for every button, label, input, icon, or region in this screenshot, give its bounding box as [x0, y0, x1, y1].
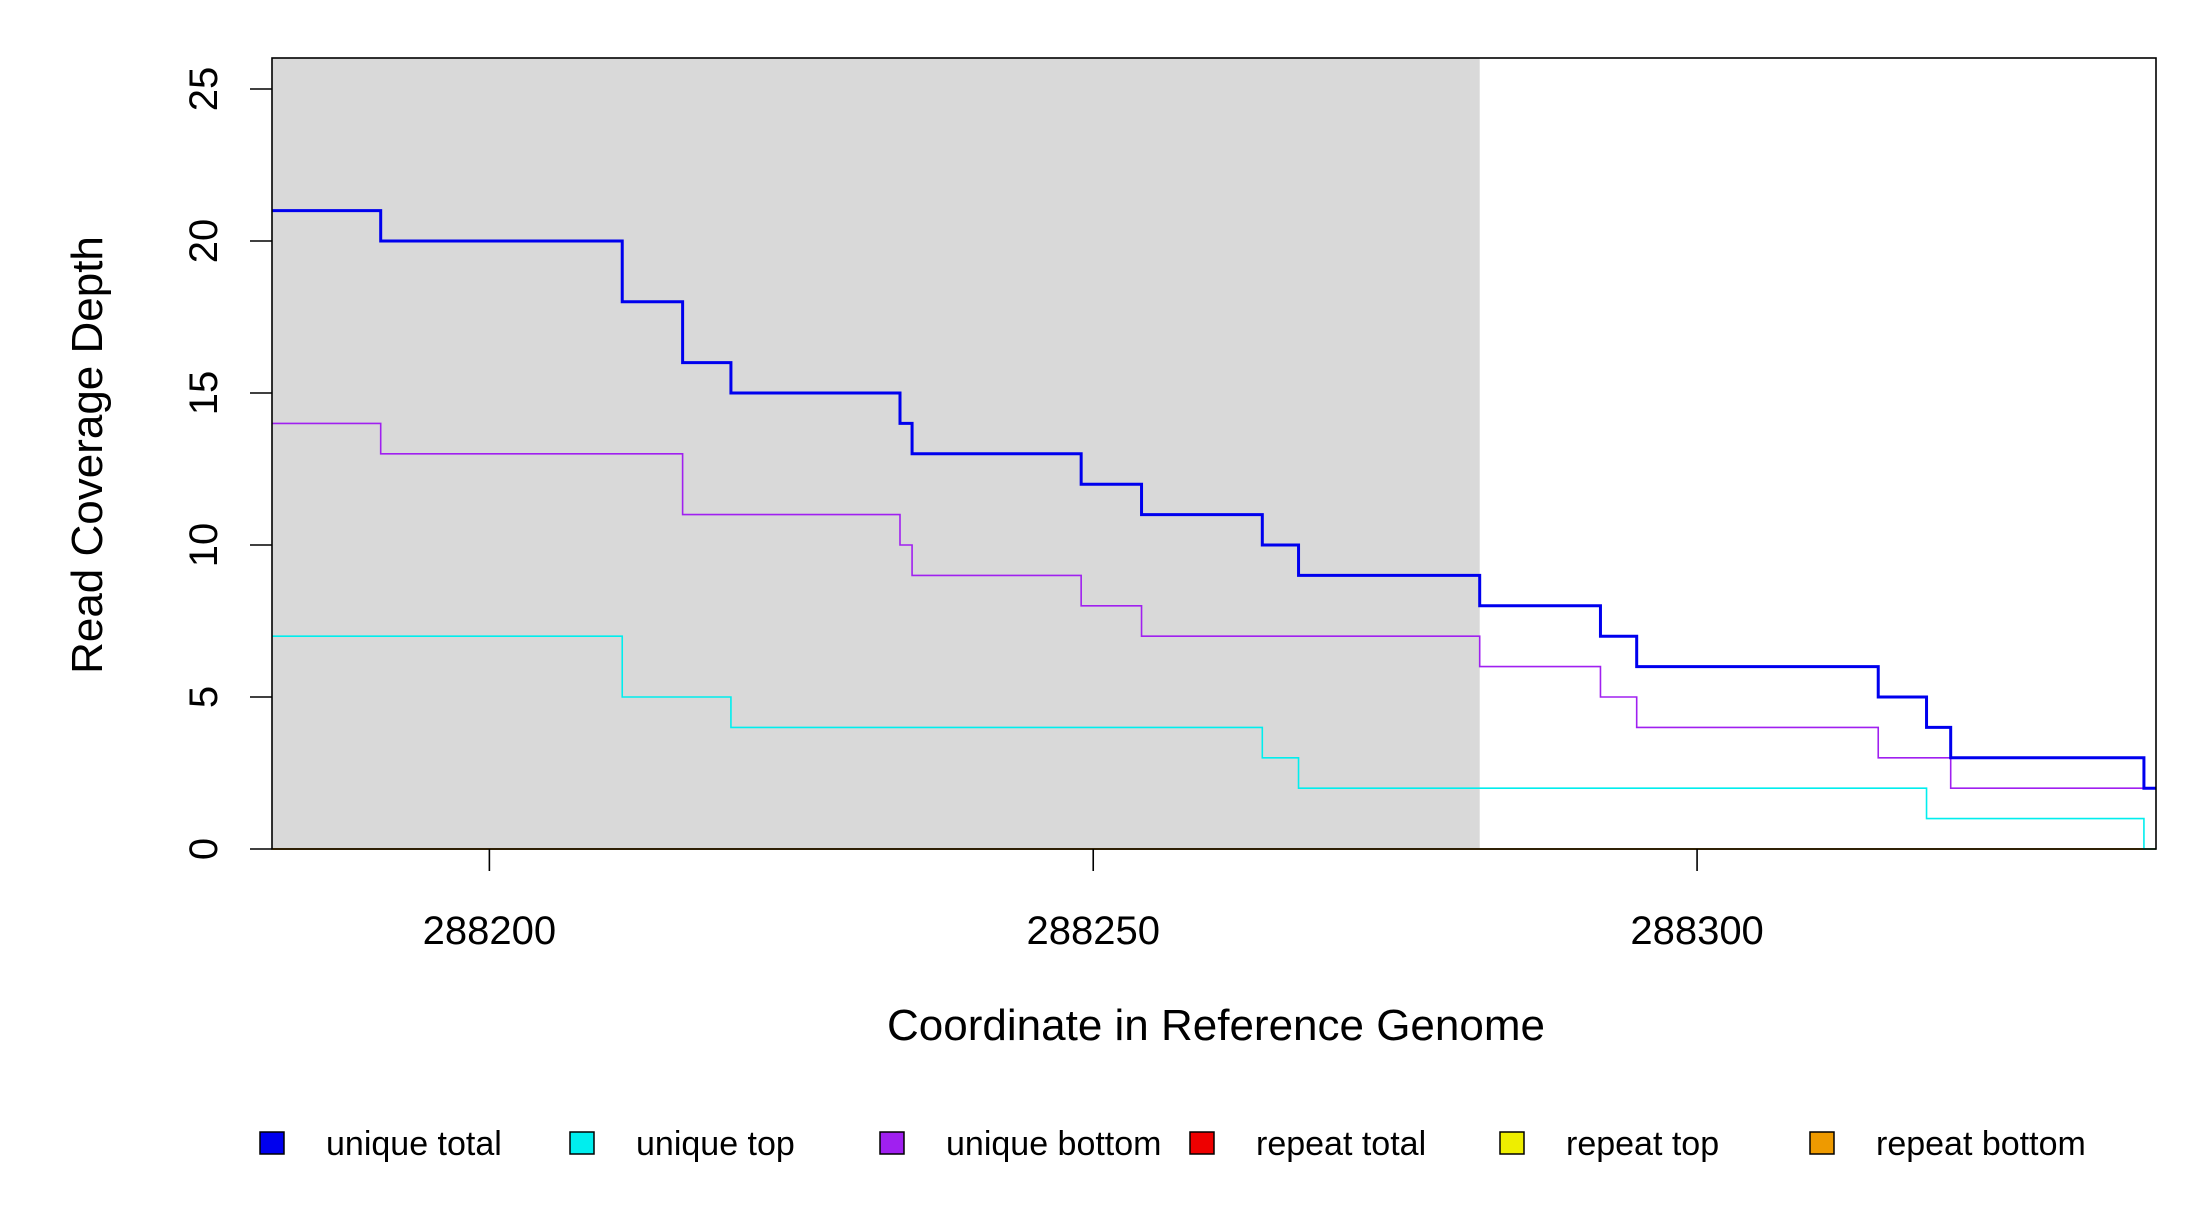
y-tick-label: 15	[182, 371, 226, 416]
series-line-unique-bottom	[272, 422, 2156, 789]
x-tick-label: 288300	[1630, 909, 1763, 953]
x-tick-label: 288200	[423, 909, 556, 953]
series-line-unique-total	[272, 209, 2156, 790]
x-axis-title: Coordinate in Reference Genome	[887, 1001, 1545, 1050]
plot-layer	[272, 58, 2156, 850]
legend-label-repeat-total: repeat total	[1256, 1125, 1426, 1163]
legend-swatch-unique-top	[569, 1131, 595, 1155]
legend-swatch-repeat-bottom	[1809, 1131, 1835, 1155]
y-tick-label: 0	[182, 838, 226, 860]
y-tick-label: 20	[182, 219, 226, 264]
x-tick-label: 288250	[1026, 909, 1159, 953]
axis-layer: 0 5 10 15 20 25 288200 288250 288300	[182, 57, 2157, 953]
legend-label-unique-top: unique top	[636, 1125, 795, 1163]
y-tick-label: 5	[182, 686, 226, 708]
legend-swatch-unique-bottom	[879, 1131, 905, 1155]
legend-label-unique-total: unique total	[326, 1125, 502, 1163]
legend-swatch-repeat-top	[1499, 1131, 1525, 1155]
legend-label-unique-bottom: unique bottom	[946, 1125, 1162, 1163]
legend-label-repeat-bottom: repeat bottom	[1876, 1125, 2086, 1163]
series-line-unique-top	[272, 635, 2156, 850]
plot-frame	[271, 57, 2157, 850]
y-tick-label: 25	[182, 67, 226, 112]
legend-swatch-unique-total	[259, 1131, 285, 1155]
y-axis-title: Read Coverage Depth	[63, 236, 112, 674]
legend: unique total unique top unique bottom repea…	[259, 1125, 2086, 1163]
legend-swatch-repeat-total	[1189, 1131, 1215, 1155]
y-tick-label: 10	[182, 523, 226, 568]
legend-label-repeat-top: repeat top	[1566, 1125, 1719, 1163]
